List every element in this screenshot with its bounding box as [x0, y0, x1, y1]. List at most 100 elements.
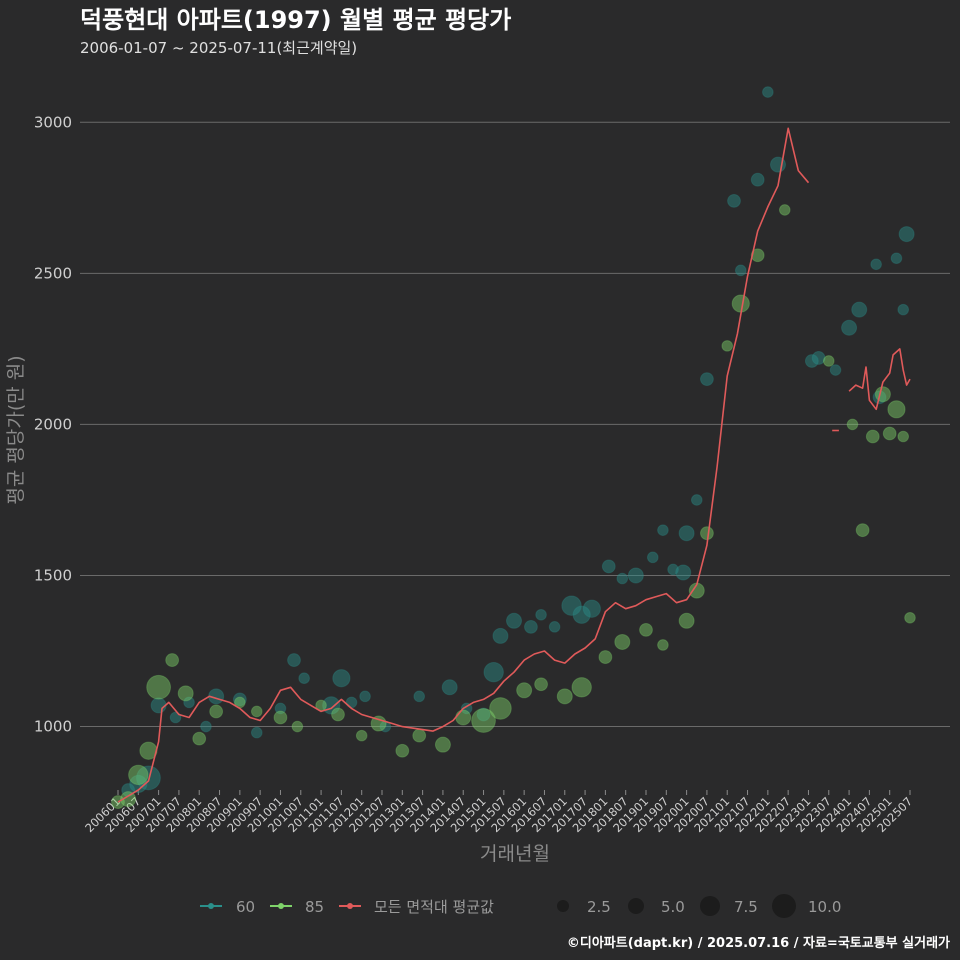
point-85-14 — [331, 707, 345, 722]
legend-size-2.5-label: 2.5 — [587, 898, 611, 916]
point-85-28 — [614, 633, 631, 650]
average-line-segment-2 — [848, 348, 911, 411]
point-85-8 — [209, 704, 224, 719]
point-60-28 — [561, 595, 582, 616]
point-85-19 — [434, 736, 451, 753]
point-85-36 — [750, 248, 765, 263]
point-60-3 — [150, 697, 167, 714]
legend-60-label: 60 — [236, 898, 255, 916]
x-axis-title: 거래년월 — [480, 843, 550, 865]
y-gridlines — [80, 121, 950, 728]
point-60-20 — [460, 702, 473, 715]
point-85-43 — [882, 426, 897, 441]
point-85-37 — [778, 204, 791, 216]
legend: 60 85 모든 면적대 평균값 2.5 5.0 7.5 10.0 — [200, 894, 841, 918]
point-85-10 — [250, 705, 263, 718]
point-60-6 — [200, 720, 212, 733]
point-60-36 — [667, 563, 679, 576]
point-85-17 — [395, 743, 410, 758]
y-axis-title: 평균 평당가(만 원) — [5, 355, 27, 504]
point-60-18 — [413, 690, 426, 703]
point-60-50 — [851, 301, 868, 318]
chart-subtitle: 2006-01-07 ~ 2025-07-11(최근계약일) — [80, 39, 357, 57]
legend-size-7.5 — [700, 896, 720, 916]
point-85-22 — [489, 697, 512, 720]
point-85-15 — [355, 729, 368, 742]
point-85-24 — [534, 677, 548, 692]
point-60-19 — [441, 679, 458, 696]
point-60-35 — [657, 524, 669, 536]
point-60-41 — [727, 193, 741, 208]
point-60-14 — [332, 669, 351, 688]
point-60-40 — [700, 372, 714, 387]
point-60-44 — [762, 86, 774, 98]
y-tick-labels: 1000 1500 2000 2500 3000 — [34, 113, 72, 735]
legend-size-2.5 — [557, 900, 569, 912]
point-85-29 — [639, 622, 653, 637]
point-60-47 — [811, 351, 826, 365]
point-85-20 — [455, 709, 472, 726]
point-60-42 — [734, 264, 747, 277]
average-line-segment-0 — [117, 127, 810, 803]
point-85-1 — [120, 791, 137, 808]
point-60-9 — [250, 726, 263, 739]
point-85-5 — [165, 653, 180, 667]
point-60-1 — [129, 774, 148, 794]
point-60-26 — [535, 608, 547, 621]
point-85-6 — [177, 685, 194, 702]
legend-avg-label: 모든 면적대 평균값 — [374, 898, 494, 916]
legend-size-10.0 — [772, 894, 796, 918]
legend-size-7.5-label: 7.5 — [734, 898, 758, 916]
point-60-29 — [572, 605, 591, 624]
point-60-32 — [616, 572, 629, 585]
point-85-38 — [822, 355, 835, 367]
point-60-22 — [483, 661, 504, 683]
point-60-34 — [646, 551, 659, 564]
point-60-16 — [359, 690, 371, 703]
point-85-18 — [412, 728, 427, 743]
legend-size-5.0 — [628, 898, 644, 914]
point-85-12 — [291, 720, 304, 733]
point-85-2 — [128, 764, 149, 786]
point-60-53 — [890, 252, 903, 265]
point-60-21 — [476, 707, 491, 722]
point-85-26 — [571, 677, 592, 698]
point-85-41 — [865, 429, 880, 444]
point-60-31 — [601, 559, 616, 574]
y-tick-3000: 3000 — [34, 113, 72, 131]
point-60-33 — [627, 567, 644, 584]
y-tick-2500: 2500 — [34, 264, 72, 282]
point-60-43 — [750, 172, 765, 187]
point-85-7 — [192, 731, 207, 746]
x-tick-labels: 2006012006072007012007072008012008072009… — [82, 790, 915, 835]
chart-title: 덕풍현대 아파트(1997) 월별 평균 평당가 — [80, 6, 511, 34]
point-60-27 — [548, 621, 561, 633]
point-85-42 — [874, 386, 891, 403]
point-85-25 — [556, 688, 573, 705]
point-60-39 — [690, 494, 703, 506]
point-85-40 — [855, 523, 870, 538]
series-85-points — [111, 204, 916, 809]
legend-avg-marker — [347, 903, 353, 909]
point-85-39 — [846, 418, 859, 431]
legend-60-marker — [208, 903, 214, 909]
point-60-38 — [678, 525, 695, 542]
point-85-33 — [700, 526, 714, 541]
y-tick-1000: 1000 — [34, 718, 72, 736]
point-60-5 — [183, 696, 195, 709]
point-60-24 — [506, 612, 522, 629]
point-60-23 — [492, 627, 509, 644]
point-60-48 — [829, 364, 842, 376]
point-60-51 — [870, 258, 882, 271]
y-tick-1500: 1500 — [34, 566, 72, 584]
footer-credit: ©디아파트(dapt.kr) / 2025.07.16 / 자료=국토교통부 실… — [567, 935, 950, 951]
legend-85-label: 85 — [305, 898, 324, 916]
point-60-30 — [582, 599, 601, 618]
point-60-55 — [898, 226, 915, 243]
point-85-27 — [598, 650, 613, 664]
legend-size-10.0-label: 10.0 — [808, 898, 841, 916]
average-line-layer — [117, 127, 911, 803]
point-60-37 — [675, 564, 692, 581]
point-85-45 — [897, 430, 910, 443]
